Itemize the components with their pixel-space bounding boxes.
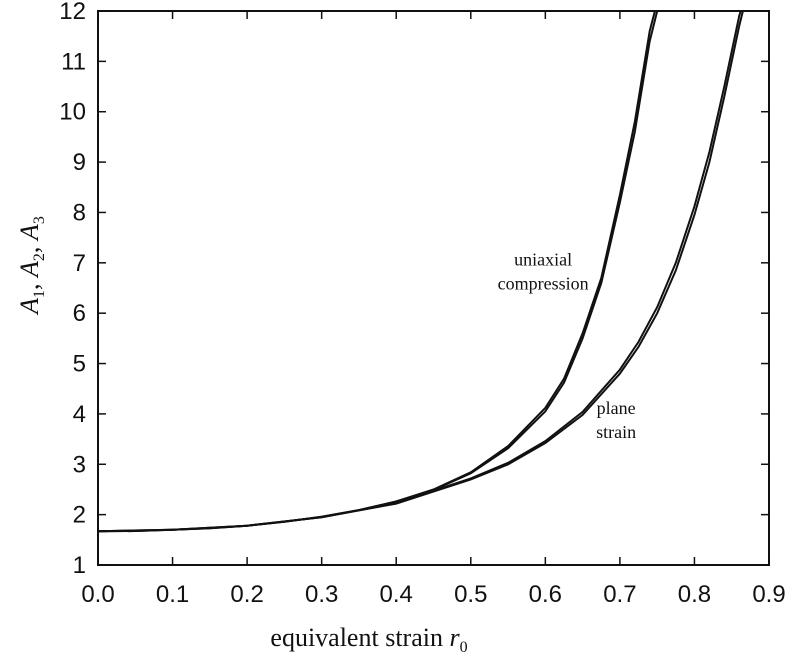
annotation-line: uniaxial <box>514 249 572 269</box>
y-tick-label: 8 <box>73 199 86 226</box>
y-axis-title-var: A <box>15 298 44 316</box>
y-axis-title-var: A <box>15 224 44 242</box>
x-tick-label: 0.3 <box>305 581 338 608</box>
series-lines <box>97 10 744 533</box>
annotation-line: strain <box>596 422 636 442</box>
y-tick-label: 7 <box>73 250 86 277</box>
x-tick-label: 0.2 <box>230 581 263 608</box>
annotation-line: compression <box>498 273 589 293</box>
x-tick-label: 0.5 <box>454 581 487 608</box>
x-tick-label: 0.1 <box>156 581 189 608</box>
plot-frame <box>97 10 770 566</box>
x-axis-title: equivalent strain r0 <box>270 623 467 656</box>
x-tick-label: 0.7 <box>603 581 636 608</box>
x-tick-label: 0.4 <box>380 581 413 608</box>
x-tick-label: 0.0 <box>81 581 114 608</box>
x-axis-title-sub: 0 <box>460 639 468 656</box>
x-tick-label: 0.8 <box>678 581 711 608</box>
annotations: uniaxial compression plane strain <box>498 249 637 442</box>
x-axis: 0.0 0.1 0.2 0.3 0.4 0.5 0.6 0.7 0.8 0.9 <box>81 11 786 608</box>
y-axis-title-sub: 2 <box>31 253 48 261</box>
annotation-2: plane strain <box>596 398 636 442</box>
y-axis-title-sep: , <box>15 240 44 253</box>
annotation-line: plane <box>597 398 636 418</box>
x-axis-title-var: r <box>449 623 460 652</box>
x-tick-label: 0.9 <box>752 581 785 608</box>
x-tick-label: 0.6 <box>529 581 562 608</box>
y-axis-title-sub: 3 <box>31 216 48 224</box>
y-axis-title-sep: , <box>15 277 44 290</box>
y-tick-label: 6 <box>73 300 86 327</box>
annotation-1: uniaxial compression <box>498 249 589 293</box>
y-tick-label: 9 <box>73 149 86 176</box>
y-tick-label: 10 <box>59 99 86 126</box>
y-axis-title-sub: 1 <box>31 290 48 298</box>
y-tick-label: 4 <box>73 401 86 428</box>
x-axis-title-text: equivalent strain <box>270 623 449 652</box>
y-tick-label: 5 <box>73 351 86 378</box>
y-tick-label: 1 <box>73 552 86 579</box>
series-line-4 <box>97 10 742 533</box>
y-tick-label: 11 <box>61 48 86 75</box>
y-tick-label: 2 <box>73 502 86 529</box>
y-tick-label: 12 <box>59 0 86 25</box>
y-tick-label: 3 <box>73 451 86 478</box>
y-axis-title: A1, A2, A3 <box>15 216 48 316</box>
y-axis-title-var: A <box>15 261 44 279</box>
